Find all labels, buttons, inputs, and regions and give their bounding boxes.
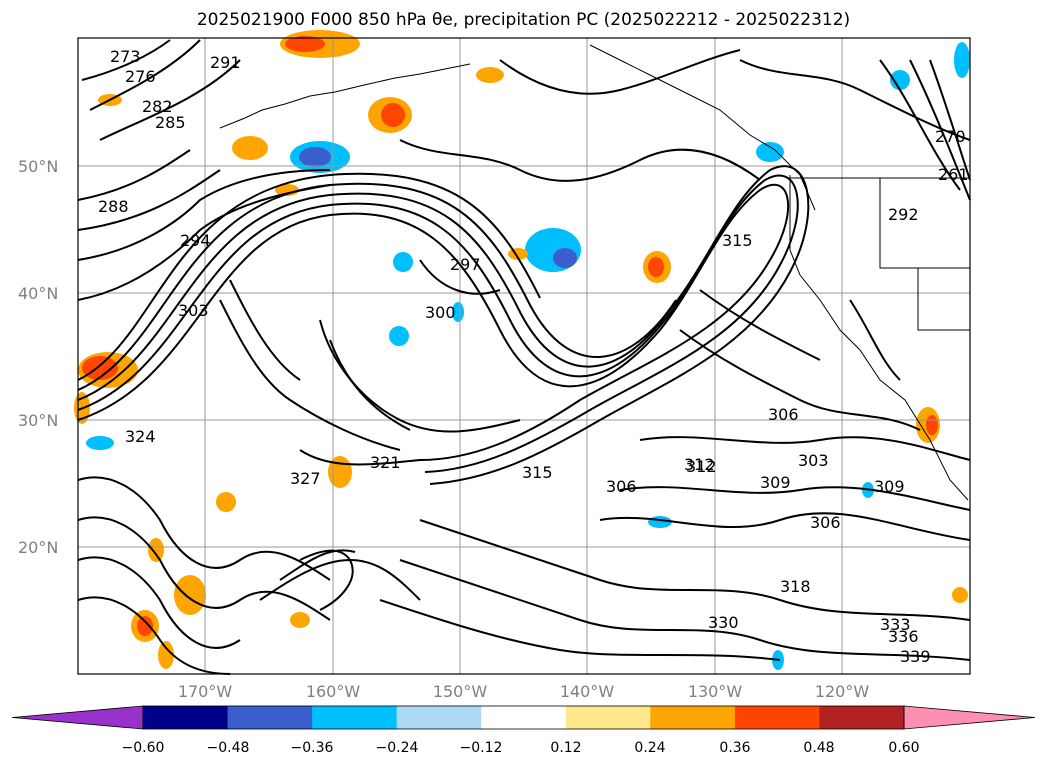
lon-label: 120°W xyxy=(815,682,870,701)
colorbar-tick-label: 0.60 xyxy=(888,740,919,756)
contour-labels: 273 276 282 285 288 291 294 297 300 303 … xyxy=(98,47,969,666)
contour-label: 306 xyxy=(606,477,637,496)
contour-label: 327 xyxy=(290,469,321,488)
colorbar-tick-label: −0.48 xyxy=(207,740,250,756)
colorbar-tick-label: −0.24 xyxy=(376,740,419,756)
colorbar-segment xyxy=(143,706,229,729)
theta-e-contours xyxy=(77,39,971,675)
contour-label: 285 xyxy=(155,113,186,132)
map-background xyxy=(78,38,970,674)
map-title: 2025021900 F000 850 hPa θe, precipitatio… xyxy=(196,10,851,30)
lon-label: 150°W xyxy=(433,682,488,701)
contour-label: 273 xyxy=(110,47,141,66)
colorbar-tick-label: −0.36 xyxy=(291,740,334,756)
latitude-labels: 50°N 40°N 30°N 20°N xyxy=(18,157,58,557)
contour-label: 312 xyxy=(686,457,717,476)
contour-label: 288 xyxy=(98,197,129,216)
colorbar-extend-high xyxy=(903,705,1036,730)
colorbar-segment xyxy=(565,706,651,729)
contour-label: 270 xyxy=(935,127,966,146)
contour-label: 333 xyxy=(880,615,911,634)
contour-label: 294 xyxy=(180,231,211,250)
lon-label: 170°W xyxy=(178,682,233,701)
precipitation-shading xyxy=(74,30,970,670)
contour-label: 282 xyxy=(142,97,173,116)
lat-label: 50°N xyxy=(18,157,58,176)
lat-label: 20°N xyxy=(18,538,58,557)
colorbar xyxy=(11,705,1036,730)
colorbar-segment xyxy=(227,706,313,729)
colorbar-tick-label: 0.12 xyxy=(550,740,581,756)
colorbar-segment xyxy=(734,706,820,729)
contour-label: 303 xyxy=(798,451,829,470)
contour-label: 309 xyxy=(874,477,905,496)
colorbar-segment xyxy=(396,706,482,729)
colorbar-segment xyxy=(650,706,736,729)
contour-label: 300 xyxy=(425,303,456,322)
contour-label: 330 xyxy=(708,613,739,632)
contour-label: 315 xyxy=(522,463,553,482)
colorbar-segment xyxy=(312,706,398,729)
colorbar-outline xyxy=(142,705,905,730)
colorbar-tick-label: −0.12 xyxy=(460,740,503,756)
colorbar-segment xyxy=(819,706,905,729)
colorbar-tick-label: −0.60 xyxy=(122,740,165,756)
lon-label: 130°W xyxy=(688,682,743,701)
colorbar-tick-label: 0.36 xyxy=(719,740,750,756)
contour-label: 339 xyxy=(900,647,931,666)
contour-label: 312 xyxy=(684,455,715,474)
contour-label: 315 xyxy=(722,231,753,250)
contour-label: 261 xyxy=(938,165,969,184)
colorbar-labels: −0.60 −0.48 −0.36 −0.24 −0.12 0.12 0.24 … xyxy=(122,740,920,756)
contour-label: 336 xyxy=(888,627,919,646)
lon-label: 160°W xyxy=(306,682,361,701)
contour-label: 291 xyxy=(210,53,241,72)
map-frame xyxy=(77,37,971,675)
contour-label: 306 xyxy=(768,405,799,424)
contour-label: 276 xyxy=(125,67,156,86)
lat-label: 30°N xyxy=(18,411,58,430)
colorbar-tick-label: 0.48 xyxy=(803,740,834,756)
colorbar-tick-label: 0.24 xyxy=(634,740,665,756)
contour-label: 306 xyxy=(810,513,841,532)
colorbar-extend-low xyxy=(11,705,144,730)
contour-label: 324 xyxy=(125,427,156,446)
contour-label: 297 xyxy=(450,255,481,274)
longitude-labels: 170°W 160°W 150°W 140°W 130°W 120°W xyxy=(178,682,870,701)
contour-label: 292 xyxy=(888,205,919,224)
contour-label: 309 xyxy=(760,473,791,492)
colorbar-segment xyxy=(481,706,567,729)
contour-label: 321 xyxy=(370,453,401,472)
lat-label: 40°N xyxy=(18,284,58,303)
contour-label: 303 xyxy=(178,301,209,320)
lon-label: 140°W xyxy=(560,682,615,701)
contour-label: 318 xyxy=(780,577,811,596)
